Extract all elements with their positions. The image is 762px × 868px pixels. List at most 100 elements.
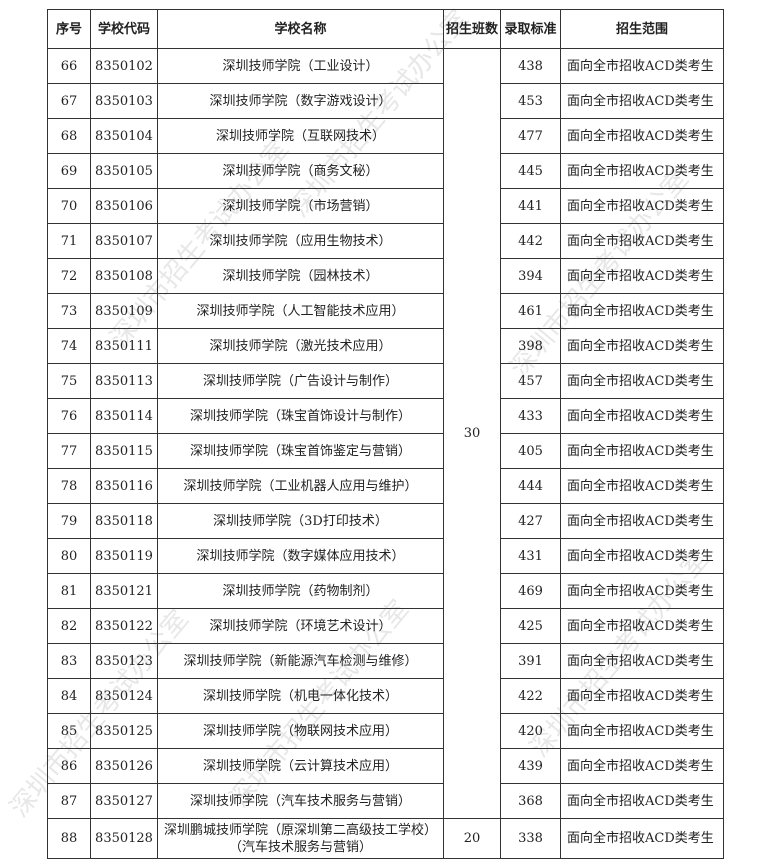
row-name: 深圳技师学院（商务文秘） — [157, 153, 444, 189]
row-scope: 面向全市招收ACD类考生 — [560, 608, 724, 644]
row-no: 87 — [47, 783, 91, 819]
table-row: 76 8350114 深圳技师学院（珠宝首饰设计与制作） 433 面向全市招收ACD类考… — [47, 398, 724, 434]
row-no: 86 — [47, 748, 91, 784]
row-no: 82 — [47, 608, 91, 644]
row-code: 8350115 — [90, 433, 158, 469]
table-row: 82 8350122 深圳技师学院（环境艺术设计） 425 面向全市招收ACD类考生 — [47, 608, 724, 644]
table-row: 70 8350106 深圳技师学院（市场营销） 441 面向全市招收ACD类考生 — [47, 188, 724, 224]
table-row: 72 8350108 深圳技师学院（园林技术） 394 面向全市招收ACD类考生 — [47, 258, 724, 294]
row-score: 431 — [500, 538, 561, 574]
row-scope: 面向全市招收ACD类考生 — [560, 188, 724, 224]
row-code: 8350109 — [90, 293, 158, 329]
table-row: 71 8350107 深圳技师学院（应用生物技术） 442 面向全市招收ACD类考生 — [47, 223, 724, 259]
table-row: 78 8350116 深圳技师学院（工业机器人应用与维护） 444 面向全市招收ACD类… — [47, 468, 724, 504]
row-code: 8350121 — [90, 573, 158, 609]
row-score: 453 — [500, 83, 561, 119]
row-code: 8350118 — [90, 503, 158, 539]
row-no: 72 — [47, 258, 91, 294]
table-row: 80 8350119 深圳技师学院（数字媒体应用技术） 431 面向全市招收ACD类考生 — [47, 538, 724, 574]
row-score: 398 — [500, 328, 561, 364]
row-scope: 面向全市招收ACD类考生 — [560, 643, 724, 679]
row-score: 441 — [500, 188, 561, 224]
row-scope: 面向全市招收ACD类考生 — [560, 503, 724, 539]
row-no: 83 — [47, 643, 91, 679]
row-name-line1: 深圳鹏城技师学院（原深圳第二高级技工学校） — [163, 822, 437, 838]
row-name: 深圳技师学院（新能源汽车检测与维修） — [157, 643, 444, 679]
row-scope: 面向全市招收ACD类考生 — [560, 398, 724, 434]
row-score: 439 — [500, 748, 561, 784]
row-score: 438 — [500, 48, 561, 84]
table-row: 67 8350103 深圳技师学院（数字游戏设计） 453 面向全市招收ACD类考生 — [47, 83, 724, 119]
row-scope: 面向全市招收ACD类考生 — [560, 48, 724, 84]
row-scope: 面向全市招收ACD类考生 — [560, 363, 724, 399]
row-scope: 面向全市招收ACD类考生 — [560, 748, 724, 784]
row-name: 深圳技师学院（药物制剂） — [157, 573, 444, 609]
header-name: 学校名称 — [157, 9, 444, 49]
row-name: 深圳技师学院（物联网技术应用） — [157, 713, 444, 749]
row-no: 68 — [47, 118, 91, 154]
row-code: 8350103 — [90, 83, 158, 119]
table-row: 83 8350123 深圳技师学院（新能源汽车检测与维修） 391 面向全市招收ACD类… — [47, 643, 724, 679]
row-scope: 面向全市招收ACD类考生 — [560, 433, 724, 469]
row-code: 8350122 — [90, 608, 158, 644]
row-code: 8350105 — [90, 153, 158, 189]
row-name: 深圳技师学院（互联网技术） — [157, 118, 444, 154]
row-name: 深圳技师学院（人工智能技术应用） — [157, 293, 444, 329]
row-scope: 面向全市招收ACD类考生 — [560, 258, 724, 294]
header-no: 序号 — [47, 9, 91, 49]
table-row: 69 8350105 深圳技师学院（商务文秘） 445 面向全市招收ACD类考生 — [47, 153, 724, 189]
row-score: 394 — [500, 258, 561, 294]
row-name-line2: （汽车技术服务与营销） — [228, 839, 372, 855]
row-scope: 面向全市招收ACD类考生 — [560, 118, 724, 154]
row-scope: 面向全市招收ACD类考生 — [560, 468, 724, 504]
row-code: 8350124 — [90, 678, 158, 714]
row-score: 425 — [500, 608, 561, 644]
row-no: 75 — [47, 363, 91, 399]
row-no: 84 — [47, 678, 91, 714]
row-code: 8350102 — [90, 48, 158, 84]
row-no: 67 — [47, 83, 91, 119]
row-no: 74 — [47, 328, 91, 364]
row-no: 71 — [47, 223, 91, 259]
row-scope: 面向全市招收ACD类考生 — [560, 223, 724, 259]
row-scope: 面向全市招收ACD类考生 — [560, 293, 724, 329]
row-name: 深圳技师学院（汽车技术服务与营销） — [157, 783, 444, 819]
row-no: 73 — [47, 293, 91, 329]
row-code: 8350126 — [90, 748, 158, 784]
row-no: 70 — [47, 188, 91, 224]
row-code: 8350116 — [90, 468, 158, 504]
table-row: 79 8350118 深圳技师学院（3D打印技术） 427 面向全市招收ACD类考生 — [47, 503, 724, 539]
row-name: 深圳技师学院（3D打印技术） — [157, 503, 444, 539]
row-score: 420 — [500, 713, 561, 749]
row-scope: 面向全市招收ACD类考生 — [560, 783, 724, 819]
row-name: 深圳技师学院（珠宝首饰鉴定与营销） — [157, 433, 444, 469]
table-row: 77 8350115 深圳技师学院（珠宝首饰鉴定与营销） 405 面向全市招收ACD类考… — [47, 433, 724, 469]
row-name: 深圳技师学院（园林技术） — [157, 258, 444, 294]
row-code: 8350113 — [90, 363, 158, 399]
table-row: 87 8350127 深圳技师学院（汽车技术服务与营销） 368 面向全市招收ACD类考… — [47, 783, 724, 819]
row-no: 77 — [47, 433, 91, 469]
row-name: 深圳技师学院（工业机器人应用与维护） — [157, 468, 444, 504]
table-row: 73 8350109 深圳技师学院（人工智能技术应用） 461 面向全市招收ACD类考生 — [47, 293, 724, 329]
row-name: 深圳技师学院（数字游戏设计） — [157, 83, 444, 119]
row-score: 405 — [500, 433, 561, 469]
header-scope: 招生范围 — [560, 9, 724, 49]
row-classes: 20 — [443, 818, 501, 859]
table-row: 88 8350128 深圳鹏城技师学院（原深圳第二高级技工学校） （汽车技术服务与… — [47, 818, 724, 859]
row-code: 8350106 — [90, 188, 158, 224]
row-score: 433 — [500, 398, 561, 434]
row-name: 深圳技师学院（应用生物技术） — [157, 223, 444, 259]
row-score: 445 — [500, 153, 561, 189]
row-no: 79 — [47, 503, 91, 539]
row-score: 469 — [500, 573, 561, 609]
row-scope: 面向全市招收ACD类考生 — [560, 678, 724, 714]
row-name: 深圳鹏城技师学院（原深圳第二高级技工学校） （汽车技术服务与营销） — [157, 818, 444, 859]
row-scope: 面向全市招收ACD类考生 — [560, 713, 724, 749]
table-row: 81 8350121 深圳技师学院（药物制剂） 469 面向全市招收ACD类考生 — [47, 573, 724, 609]
row-code: 8350107 — [90, 223, 158, 259]
row-score: 477 — [500, 118, 561, 154]
row-name: 深圳技师学院（机电一体化技术） — [157, 678, 444, 714]
row-no: 81 — [47, 573, 91, 609]
row-name: 深圳技师学院（市场营销） — [157, 188, 444, 224]
row-code: 8350128 — [90, 818, 158, 859]
